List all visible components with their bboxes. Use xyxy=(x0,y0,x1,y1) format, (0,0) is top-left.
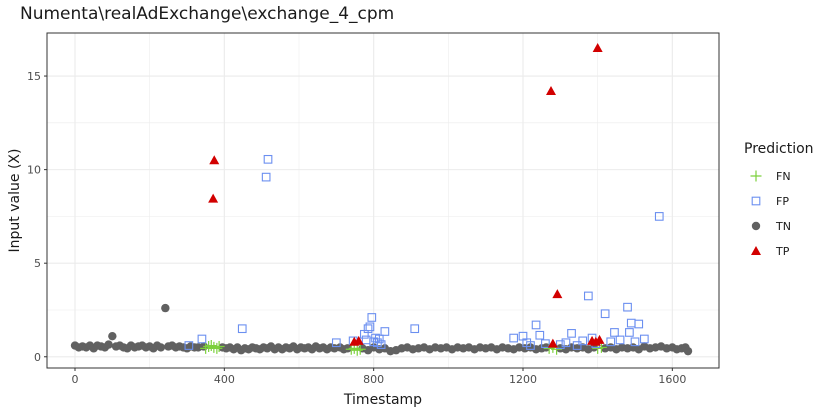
legend-label: FN xyxy=(776,170,791,183)
point-fp xyxy=(555,340,565,349)
point-tp xyxy=(353,335,364,345)
point-tn xyxy=(161,303,170,313)
point-fn xyxy=(351,344,363,356)
point-tp xyxy=(208,193,219,203)
point-fp xyxy=(578,336,588,346)
point-fn xyxy=(205,340,217,352)
point-fp xyxy=(567,329,576,338)
point-fn xyxy=(211,342,223,354)
point-fp xyxy=(606,337,616,347)
x-tick-label: 1600 xyxy=(658,373,686,386)
point-fp xyxy=(623,302,632,312)
point-fp xyxy=(410,324,420,334)
point-fp xyxy=(625,328,634,337)
x-tick-label: 800 xyxy=(363,373,384,386)
point-fn xyxy=(203,340,215,352)
y-tick-label: 15 xyxy=(27,70,41,83)
series-fn xyxy=(200,340,607,356)
y-axis-title: Input value (X) xyxy=(7,149,23,253)
point-fn xyxy=(200,342,212,354)
legend-item-fp: FP xyxy=(751,195,789,208)
legend-key-tp xyxy=(751,246,761,255)
legend-item-tn: TN xyxy=(751,220,791,233)
point-fp xyxy=(615,335,625,345)
point-tn xyxy=(683,346,693,356)
point-fp xyxy=(639,334,649,344)
point-fp xyxy=(331,338,341,348)
legend-label: TP xyxy=(775,245,790,258)
point-tp xyxy=(552,289,563,299)
plot-border xyxy=(46,32,720,369)
legend-key-fp xyxy=(751,196,761,206)
point-tp xyxy=(546,86,556,96)
point-tp xyxy=(547,338,558,348)
point-fn xyxy=(208,341,220,353)
point-fp xyxy=(654,212,664,221)
point-fp xyxy=(634,319,644,329)
y-tick-label: 10 xyxy=(27,164,41,177)
point-fp xyxy=(365,322,375,332)
point-fp xyxy=(237,324,247,334)
axes: 0 400 800 1200 1600 0 5 10 15 xyxy=(27,70,686,386)
point-tn xyxy=(104,340,113,349)
point-fp xyxy=(561,338,571,348)
data-points xyxy=(70,42,693,356)
x-axis-title: Timestamp xyxy=(343,392,422,408)
point-fp xyxy=(630,337,640,347)
point-fp xyxy=(572,341,582,350)
point-fp xyxy=(380,327,390,336)
point-fn xyxy=(213,340,225,352)
point-fp xyxy=(367,313,377,322)
point-fp xyxy=(526,341,535,350)
y-tick-label: 5 xyxy=(34,257,41,270)
series-fp xyxy=(184,154,664,350)
plot-panel xyxy=(47,33,719,368)
point-fp xyxy=(535,330,545,340)
y-tick-label: 0 xyxy=(34,351,41,364)
series-tn xyxy=(70,303,693,356)
chart-title: Numenta\realAdExchange\exchange_4_cpm xyxy=(20,4,395,24)
point-fp xyxy=(263,154,273,164)
legend-item-fn: FN xyxy=(750,170,791,183)
legend-item-tp: TP xyxy=(751,245,790,258)
point-fp xyxy=(531,320,541,330)
point-fp xyxy=(197,334,207,344)
point-fp xyxy=(261,172,271,182)
point-fp xyxy=(184,341,194,350)
point-tp xyxy=(594,334,605,344)
legend-key-tn xyxy=(751,221,761,231)
x-tick-label: 400 xyxy=(214,373,235,386)
point-fp xyxy=(541,339,550,349)
point-tp xyxy=(592,42,603,52)
legend-key-fn xyxy=(750,170,762,182)
point-tn xyxy=(343,344,352,353)
point-fn xyxy=(354,343,366,355)
point-fp xyxy=(600,309,610,319)
point-tp xyxy=(209,155,220,165)
legend-label: TN xyxy=(775,220,791,233)
point-fp xyxy=(610,328,619,337)
x-tick-label: 1200 xyxy=(509,373,537,386)
point-fp xyxy=(376,340,386,349)
point-fp xyxy=(509,333,519,343)
legend: Prediction FN FP TN TP xyxy=(744,141,814,258)
point-fp xyxy=(374,334,384,344)
legend-title: Prediction xyxy=(744,141,814,157)
point-tn xyxy=(108,331,117,341)
series-tp xyxy=(208,42,605,348)
legend-label: FP xyxy=(776,195,789,208)
point-tn xyxy=(156,343,166,352)
x-tick-label: 0 xyxy=(72,373,79,386)
point-fp xyxy=(363,324,373,334)
point-fp xyxy=(583,291,593,301)
